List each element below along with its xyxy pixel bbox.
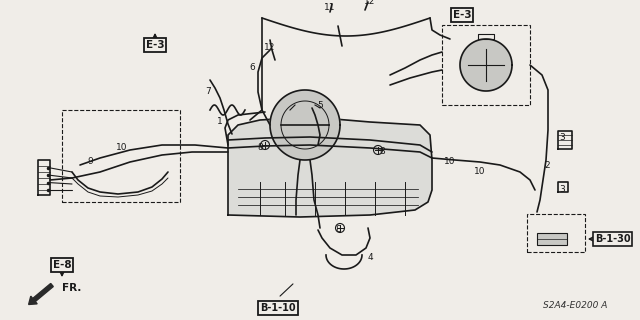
Polygon shape xyxy=(228,117,432,217)
Text: 3: 3 xyxy=(559,186,565,195)
Text: 10: 10 xyxy=(116,143,128,153)
Bar xyxy=(62,110,180,202)
Text: FR.: FR. xyxy=(62,283,81,293)
Text: 2: 2 xyxy=(544,161,550,170)
Text: 3: 3 xyxy=(559,133,565,142)
Text: 12: 12 xyxy=(364,0,376,6)
Text: 12: 12 xyxy=(264,44,276,52)
FancyArrow shape xyxy=(29,284,53,305)
Text: 1: 1 xyxy=(217,117,223,126)
Text: 4: 4 xyxy=(367,253,373,262)
Text: 6: 6 xyxy=(249,63,255,73)
Text: 8: 8 xyxy=(257,143,263,153)
Text: 5: 5 xyxy=(317,100,323,109)
Text: 10: 10 xyxy=(444,157,456,166)
Text: 7: 7 xyxy=(205,87,211,97)
Text: B-1-30: B-1-30 xyxy=(595,234,630,244)
Bar xyxy=(527,214,585,252)
Text: 9: 9 xyxy=(87,157,93,166)
Text: 8: 8 xyxy=(379,148,385,156)
Text: S2A4-E0200 A: S2A4-E0200 A xyxy=(543,300,607,309)
Text: B-1-10: B-1-10 xyxy=(260,303,296,313)
Bar xyxy=(537,233,567,245)
Text: 8: 8 xyxy=(335,226,341,235)
Text: 11: 11 xyxy=(324,4,336,12)
Text: E-3: E-3 xyxy=(452,10,471,20)
Polygon shape xyxy=(270,90,340,160)
Text: E-8: E-8 xyxy=(52,260,71,270)
Polygon shape xyxy=(460,39,512,91)
Text: E-3: E-3 xyxy=(146,40,164,50)
Text: 10: 10 xyxy=(474,167,486,177)
Bar xyxy=(442,25,530,105)
